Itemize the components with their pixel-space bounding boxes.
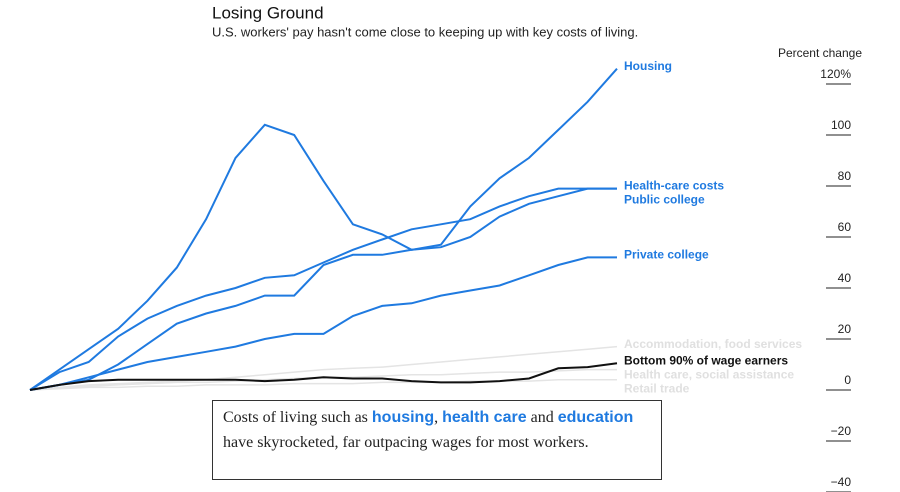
series-line [29,187,617,391]
series-label: Accommodation, food services [624,337,802,351]
series-label: Health care, social assistance [624,367,794,381]
annotation-highlight: education [557,409,634,426]
series-line [29,345,618,391]
series-line [29,379,617,391]
series-line [29,256,617,391]
annotation-text: and [526,409,558,426]
y-tick-label: 40 [838,271,852,285]
annotation-text: have skyrocketed, far outpacing wages fo… [223,434,589,451]
y-tick-label: −20 [831,424,852,438]
y-tick-label: 60 [838,220,852,234]
y-tick-label: 80 [838,169,852,183]
chart-title: Losing Ground [212,3,324,22]
series-label: Health-care costs [624,179,724,193]
series-label: Public college [624,193,705,207]
y-tick-label: −40 [831,475,852,489]
annotation-highlight: housing [371,409,435,426]
series-label: Housing [624,59,672,73]
series-line [29,187,617,391]
annotation-text: Costs of living such as [223,409,372,426]
y-tick-label: 120% [820,67,851,81]
y-tick-label: 0 [844,373,851,387]
y-axis-label: Percent change [778,46,862,60]
chart-subtitle: U.S. workers' pay hasn't come close to k… [212,24,638,39]
series-label: Private college [624,248,709,262]
annotation-highlight: health care [442,409,527,426]
series-line [29,362,618,391]
series-label: Bottom 90% of wage earners [624,353,788,367]
series-line [29,68,618,391]
y-tick-label: 20 [838,322,852,336]
annotation: Costs of living such as housing, health … [212,400,662,480]
series-label: Retail trade [624,381,690,395]
y-tick-label: 100 [831,118,851,132]
annotation-text: , [434,409,443,426]
